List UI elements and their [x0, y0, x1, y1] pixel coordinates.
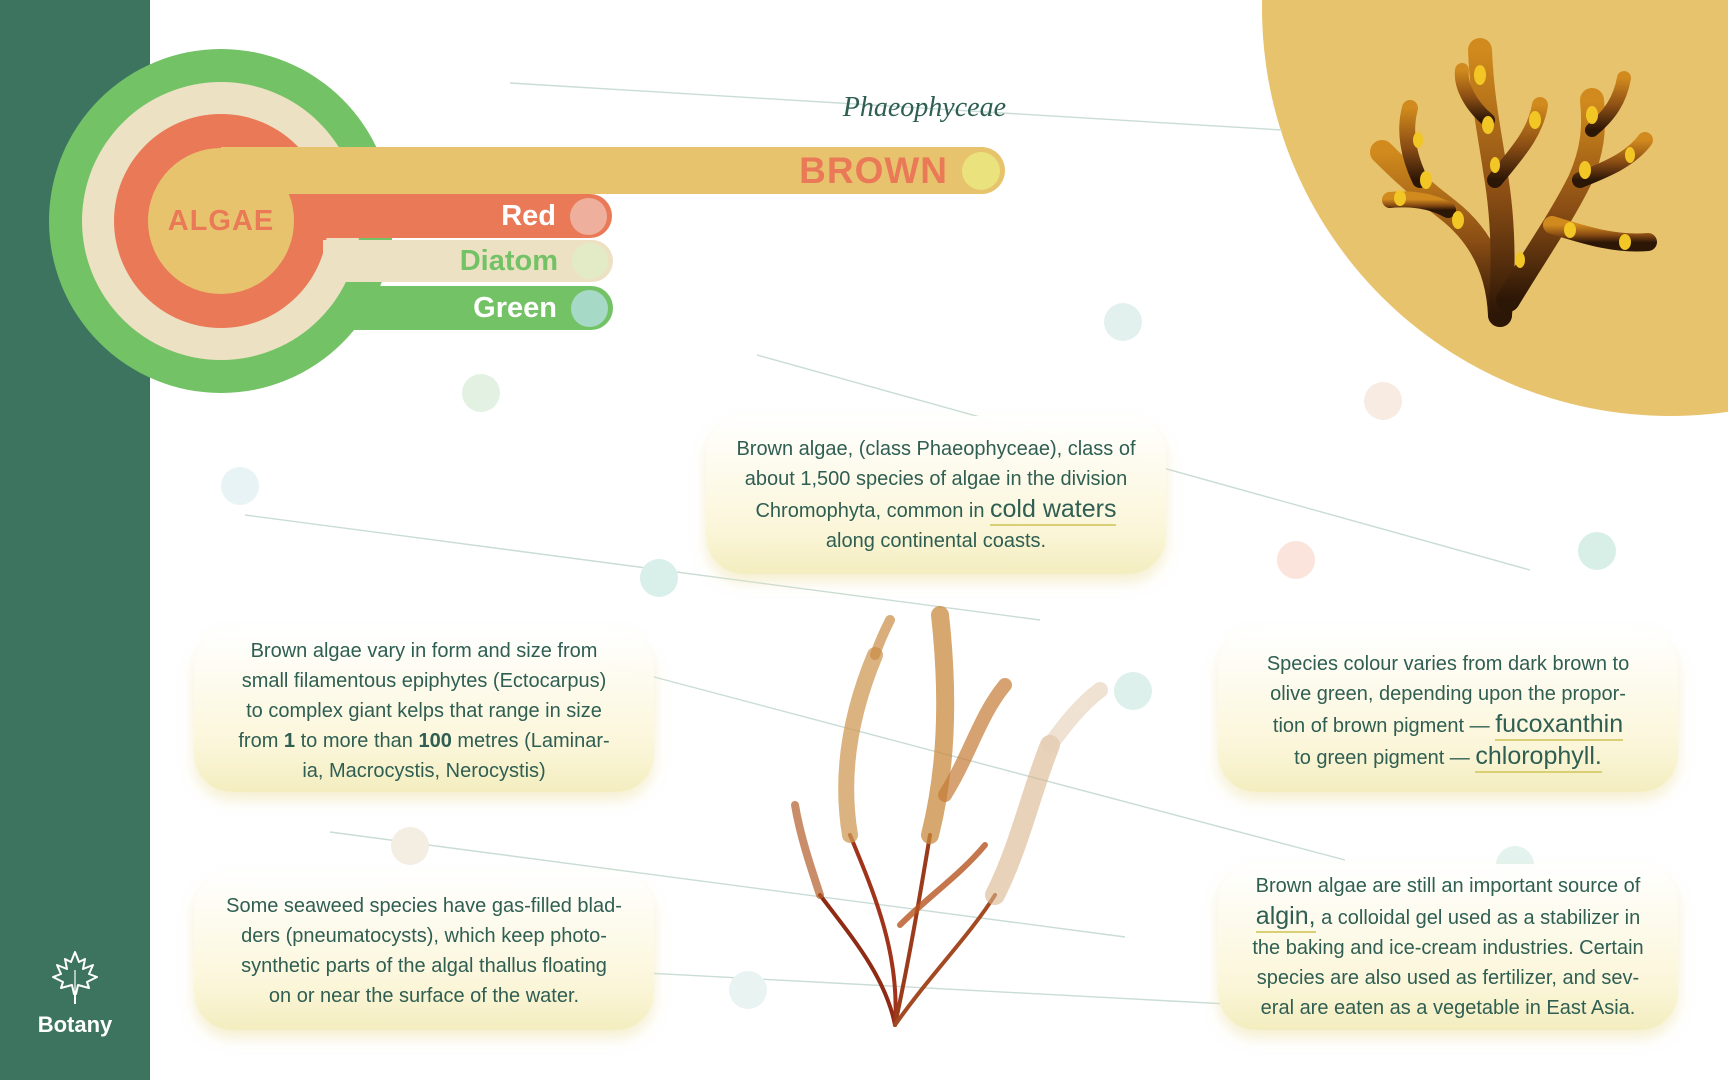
card-algin: Brown algae are still an important sourc…	[1218, 864, 1678, 1030]
text-line: small filamentous epiphytes (Ectocarpus)	[241, 670, 607, 692]
text-line: to more than	[295, 730, 419, 752]
highlight-term: chlorophyll.	[1475, 742, 1602, 773]
bubble	[462, 374, 500, 412]
text-line: Species colour varies from dark brown to	[1266, 653, 1630, 675]
branch-red-label: Red	[501, 199, 556, 232]
branch-brown[interactable]: BROWN	[221, 147, 1005, 194]
branch-diatom[interactable]: Diatom	[323, 240, 613, 282]
text-line: about 1,500 species of algae in the divi…	[744, 468, 1128, 490]
branch-diatom-dot	[572, 243, 608, 279]
text-line: Some seaweed species have gas-filled bla…	[226, 895, 622, 917]
text-line: a colloidal gel used as a stabilizer in	[1315, 907, 1641, 929]
text-line: Chromophyta, common in	[755, 500, 991, 522]
branch-brown-dot	[962, 151, 1000, 190]
bubble	[640, 559, 678, 597]
text-line: Brown algae are still an important sourc…	[1255, 875, 1641, 897]
bubble	[221, 467, 259, 505]
text-line: on or near the surface of the water.	[268, 985, 580, 1007]
card-form-size: Brown algae vary in form and size from s…	[194, 630, 654, 792]
text-line: ia, Macrocystis, Nerocystis)	[302, 760, 546, 782]
brand-label: Botany	[37, 1012, 113, 1037]
text-line: along continental coasts.	[825, 530, 1047, 552]
class-label: Phaeophyceae	[842, 92, 1006, 123]
card-pneumatocysts: Some seaweed species have gas-filled bla…	[194, 872, 654, 1030]
branch-green[interactable]: Green	[347, 286, 613, 330]
branch-green-label: Green	[473, 291, 557, 324]
brown-seaweed-icon	[1370, 38, 1657, 327]
number-max: 100	[418, 730, 452, 752]
text-line: tion of brown pigment —	[1272, 715, 1496, 737]
algae-core	[148, 148, 294, 294]
text-line: the baking and ice-cream industries. Cer…	[1252, 937, 1644, 959]
text-line: eral are eaten as a vegetable in East As…	[1260, 997, 1636, 1019]
maple-leaf-icon	[52, 951, 98, 1004]
seaweed-specimen-image	[791, 606, 1108, 1027]
text-line: species are also used as fertilizer, and…	[1256, 967, 1640, 989]
bubble	[1114, 672, 1152, 710]
branch-brown-label: BROWN	[799, 149, 948, 191]
card-definition: Brown algae, (class Phaeophyceae), class…	[706, 416, 1166, 574]
text-line: ders (pneumatocysts), which keep photo-	[241, 925, 607, 947]
number-min: 1	[283, 730, 296, 752]
branch-red-dot	[570, 197, 607, 235]
algae-label: ALGAE	[167, 204, 275, 237]
bubble	[729, 971, 767, 1009]
bubble	[1364, 382, 1402, 420]
text-line: olive green, depending upon the propor-	[1270, 683, 1626, 705]
bubble	[1578, 532, 1616, 570]
branch-red[interactable]: Red	[292, 194, 612, 238]
text-line: Brown algae vary in form and size from	[250, 640, 598, 662]
highlight-term: fucoxanthin	[1495, 710, 1624, 741]
bubble	[1104, 303, 1142, 341]
branch-green-dot	[571, 289, 608, 327]
highlight-term: cold waters	[990, 495, 1117, 526]
text-line: synthetic parts of the algal thallus flo…	[241, 955, 607, 977]
bubble	[391, 827, 429, 865]
text-line: to complex giant kelps that range in siz…	[246, 700, 602, 722]
bubble	[1277, 541, 1315, 579]
text-line: metres (Laminar-	[451, 730, 610, 752]
branch-diatom-label: Diatom	[459, 244, 558, 277]
brand[interactable]: Botany	[0, 950, 150, 1038]
text-line: Brown algae, (class Phaeophyceae), class…	[736, 438, 1136, 460]
text-line: from	[238, 730, 284, 752]
card-colour: Species colour varies from dark brown to…	[1218, 630, 1678, 792]
highlight-term: algin,	[1255, 902, 1316, 933]
text-line: to green pigment —	[1294, 747, 1476, 769]
